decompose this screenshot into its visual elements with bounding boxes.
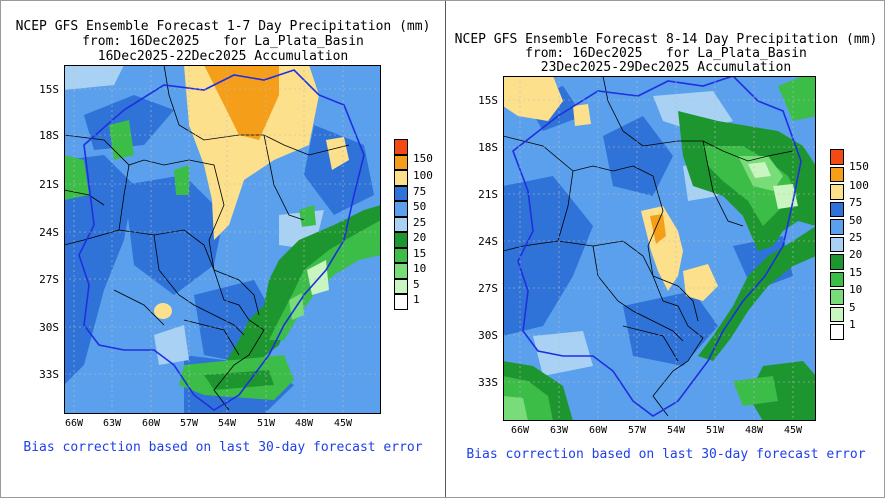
colorbar-label: 5 [849, 301, 856, 314]
colorbar-label: 25 [849, 231, 863, 244]
colorbar-swatch [830, 184, 844, 200]
lat-label: 21S [478, 188, 498, 201]
lat-label: 24S [39, 226, 59, 239]
lat-label: 15S [39, 83, 59, 96]
colorbar-label: 10 [413, 262, 427, 275]
precip-map-week2 [503, 76, 816, 421]
colorbar-swatch [830, 271, 844, 287]
colorbar-label: 1 [413, 293, 420, 306]
lon-label: 51W [256, 418, 276, 429]
colorbar-label: 50 [849, 214, 863, 227]
colorbar-swatch [394, 263, 408, 279]
lat-label: 33S [478, 376, 498, 389]
colorbar-label: 75 [849, 196, 863, 209]
colorbar-label: 50 [413, 200, 427, 213]
colorbar-swatch [830, 324, 844, 340]
title-line-3: 16Dec2025-22Dec2025 Accumulation [97, 49, 349, 64]
lat-label: 18S [39, 129, 59, 142]
colorbar-label: 5 [413, 278, 420, 291]
colorbar-swatch [830, 254, 844, 270]
colorbar-swatch [394, 154, 408, 170]
colorbar-swatch [394, 139, 408, 155]
panel-week1: NCEP GFS Ensemble Forecast 1-7 Day Preci… [1, 1, 445, 497]
colorbar-swatch [830, 201, 844, 217]
lon-label: 54W [666, 425, 686, 436]
colorbar-week1: 150 100 75 50 25 20 15 10 5 1 [394, 139, 442, 344]
lon-label: 51W [705, 425, 725, 436]
colorbar-week2: 150 100 75 50 25 20 15 10 5 1 [830, 149, 880, 354]
bias-correction-note: Bias correction based on last 30-day for… [23, 440, 423, 455]
lon-label: 45W [333, 418, 353, 429]
lon-label: 66W [64, 418, 84, 429]
lon-label: 57W [627, 425, 647, 436]
lat-label: 33S [39, 368, 59, 381]
colorbar-swatch [830, 166, 844, 182]
title-line-2: from: 16Dec2025 for La_Plata_Basin [525, 46, 807, 61]
lon-label: 54W [217, 418, 237, 429]
colorbar-label: 100 [849, 179, 869, 192]
precip-map-week1 [64, 65, 381, 414]
lon-label: 60W [141, 418, 161, 429]
title-line-1: NCEP GFS Ensemble Forecast 8-14 Day Prec… [454, 32, 878, 47]
colorbar-label: 100 [413, 169, 433, 182]
lat-label: 21S [39, 178, 59, 191]
bias-correction-note: Bias correction based on last 30-day for… [466, 447, 866, 462]
lon-label: 66W [510, 425, 530, 436]
colorbar-label: 75 [413, 185, 427, 198]
lat-label: 30S [39, 321, 59, 334]
colorbar-swatch [394, 247, 408, 263]
colorbar-label: 150 [849, 160, 869, 173]
lon-label: 63W [549, 425, 569, 436]
lon-label: 60W [588, 425, 608, 436]
lon-label: 57W [179, 418, 199, 429]
lat-label: 30S [478, 329, 498, 342]
colorbar-swatch [394, 278, 408, 294]
colorbar-label: 15 [849, 266, 863, 279]
title-line-1: NCEP GFS Ensemble Forecast 1-7 Day Preci… [15, 19, 431, 34]
colorbar-label: 25 [413, 216, 427, 229]
lon-label: 48W [744, 425, 764, 436]
colorbar-label: 1 [849, 318, 856, 331]
panel-divider [445, 1, 446, 497]
lon-label: 48W [294, 418, 314, 429]
lat-label: 27S [478, 282, 498, 295]
colorbar-swatch [830, 219, 844, 235]
lon-label: 45W [783, 425, 803, 436]
colorbar-swatch [830, 149, 844, 165]
title-line-3: 23Dec2025-29Dec2025 Accumulation [540, 60, 792, 75]
lat-label: 18S [478, 141, 498, 154]
colorbar-swatch [394, 216, 408, 232]
colorbar-swatch [394, 201, 408, 217]
colorbar-swatch [830, 306, 844, 322]
colorbar-swatch [394, 170, 408, 186]
title-line-2: from: 16Dec2025 for La_Plata_Basin [82, 34, 364, 49]
colorbar-label: 20 [849, 248, 863, 261]
colorbar-label: 150 [413, 152, 433, 165]
colorbar-swatch [830, 289, 844, 305]
lon-label: 63W [102, 418, 122, 429]
colorbar-swatch [394, 185, 408, 201]
colorbar-label: 10 [849, 283, 863, 296]
colorbar-label: 15 [413, 247, 427, 260]
lat-label: 27S [39, 273, 59, 286]
colorbar-label: 20 [413, 231, 427, 244]
colorbar-swatch [830, 236, 844, 252]
lat-label: 24S [478, 235, 498, 248]
lat-label: 15S [478, 94, 498, 107]
panel-week2: NCEP GFS Ensemble Forecast 8-14 Day Prec… [446, 1, 884, 497]
colorbar-swatch [394, 232, 408, 248]
colorbar-swatch [394, 294, 408, 310]
